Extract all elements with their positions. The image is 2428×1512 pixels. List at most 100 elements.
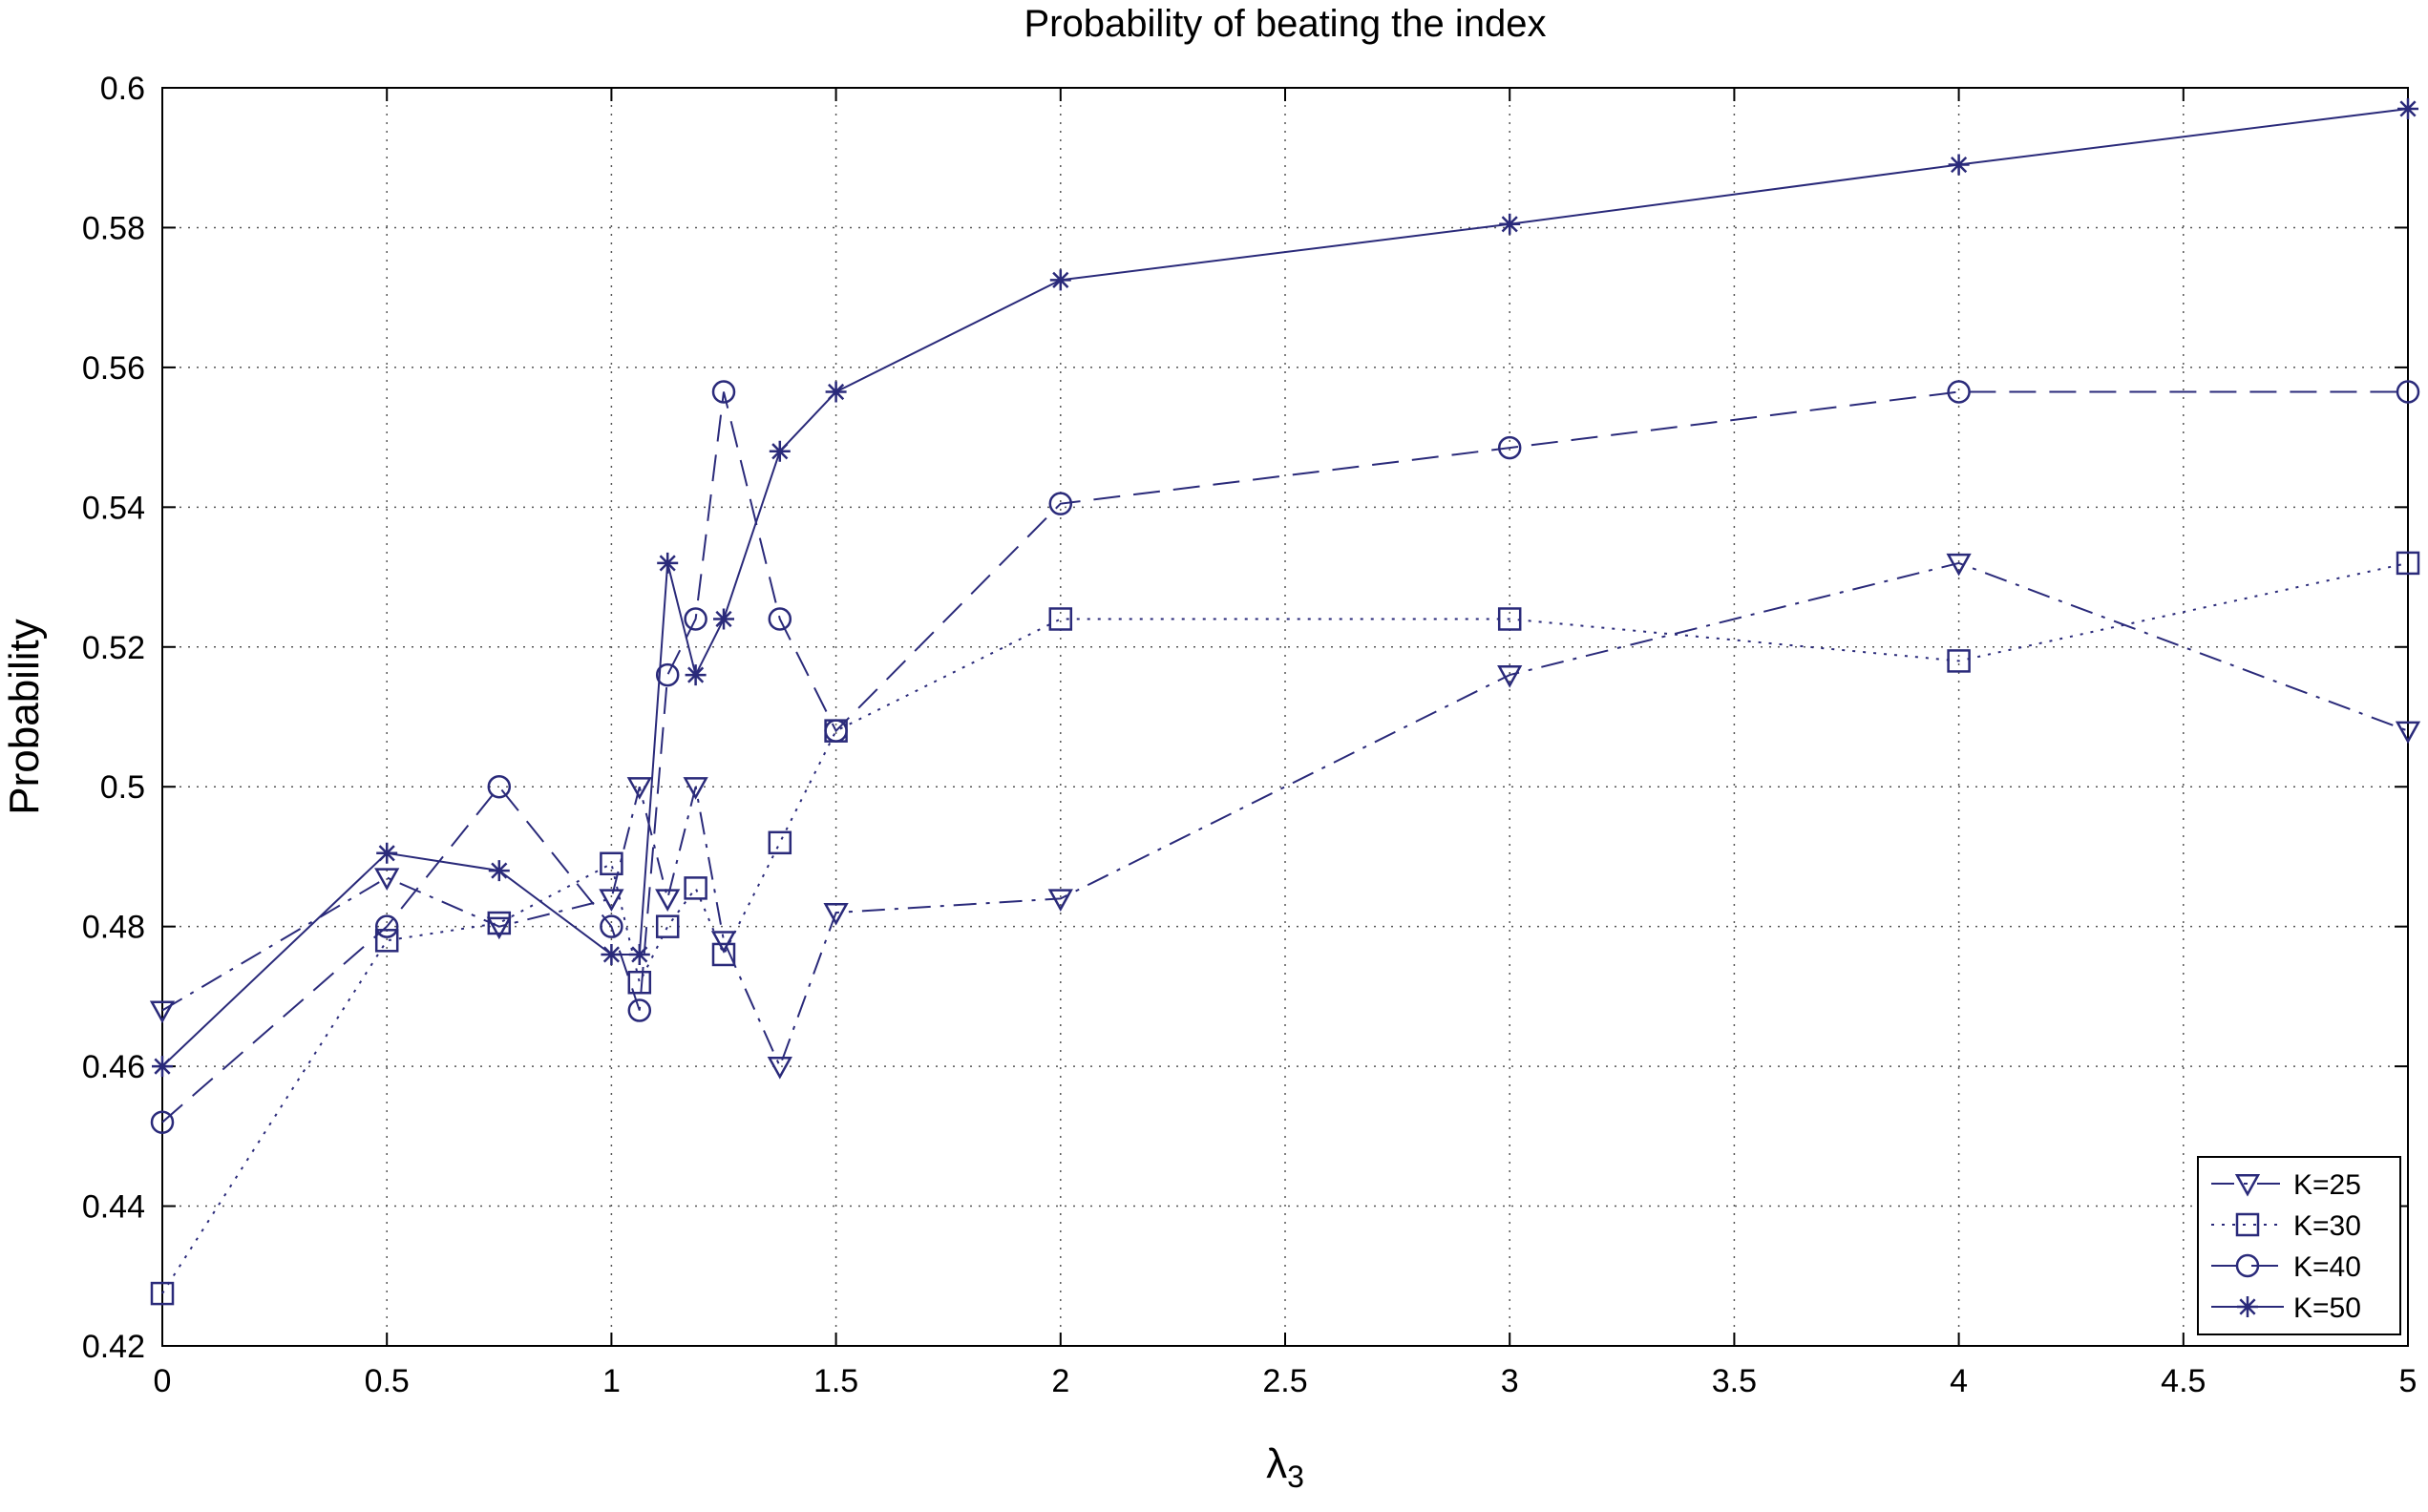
- x-tick-label: 3.5: [1712, 1363, 1757, 1399]
- series-k-25: [149, 553, 2421, 1080]
- data-point: [1047, 889, 1073, 912]
- y-tick-label: 0.6: [100, 71, 145, 107]
- x-tick-label: 4: [1950, 1363, 1968, 1399]
- data-point: [683, 777, 708, 800]
- x-tick-label: 2.5: [1262, 1363, 1307, 1399]
- x-tick-label: 3: [1501, 1363, 1519, 1399]
- y-tick-label: 0.5: [100, 769, 145, 806]
- data-point: [486, 916, 512, 940]
- data-point: [2396, 551, 2420, 576]
- data-point: [627, 998, 652, 1022]
- y-tick-label: 0.42: [82, 1329, 145, 1365]
- x-tick-label: 5: [2399, 1363, 2417, 1399]
- data-point: [1948, 154, 1970, 176]
- data-point: [655, 662, 680, 687]
- data-point: [488, 860, 510, 882]
- data-point: [2395, 721, 2421, 745]
- x-tick-label: 0.5: [365, 1363, 410, 1399]
- series-line: [161, 107, 2409, 1067]
- data-point: [150, 1281, 175, 1306]
- data-point: [713, 608, 734, 630]
- y-tick-label: 0.56: [82, 350, 145, 387]
- legend-marker: [2235, 1253, 2260, 1278]
- x-axis-label: λ3: [1266, 1440, 1304, 1494]
- legend-label: K=50: [2293, 1292, 2361, 1324]
- legend-marker: [2235, 1212, 2260, 1237]
- data-point: [628, 943, 650, 965]
- x-axis-label-subscript: 3: [1287, 1460, 1304, 1494]
- legend-marker: [2237, 1296, 2258, 1317]
- data-point: [601, 943, 623, 965]
- legend-label: K=25: [2293, 1169, 2361, 1201]
- x-tick-label: 0: [154, 1363, 172, 1399]
- data-point: [1049, 269, 1071, 291]
- data-point: [1499, 213, 1521, 235]
- legend-item: K=50: [2211, 1292, 2361, 1324]
- data-point: [152, 1056, 173, 1078]
- data-point: [825, 381, 847, 403]
- series-line: [161, 561, 2409, 1069]
- data-point: [487, 911, 512, 935]
- y-tick-label: 0.52: [82, 630, 145, 666]
- legend-item: K=40: [2211, 1251, 2361, 1283]
- legend-label: K=30: [2293, 1210, 2361, 1242]
- chart-title: Probability of beating the index: [1024, 3, 1546, 45]
- data-point: [685, 664, 707, 686]
- data-point: [657, 552, 679, 574]
- data-point: [627, 970, 652, 995]
- data-point: [768, 830, 792, 855]
- series-line: [161, 561, 2409, 1294]
- data-point: [655, 889, 681, 912]
- y-tick-label: 0.44: [82, 1189, 145, 1226]
- data-point: [684, 607, 707, 631]
- data-point: [1048, 492, 1073, 515]
- data-point: [600, 914, 623, 938]
- data-point: [2397, 97, 2418, 119]
- data-point: [1947, 380, 1971, 404]
- x-tick-label: 1.5: [813, 1363, 858, 1399]
- data-point: [711, 380, 736, 404]
- data-point: [149, 1000, 176, 1024]
- x-tick-label: 4.5: [2161, 1363, 2206, 1399]
- data-point: [150, 1110, 175, 1134]
- legend-box: [2197, 1156, 2401, 1335]
- data-point: [1497, 607, 1522, 631]
- data-point: [711, 942, 736, 967]
- data-point: [374, 929, 399, 953]
- series-k-50: [152, 97, 2418, 1078]
- data-point: [769, 440, 791, 462]
- data-point: [823, 902, 849, 926]
- data-point: [599, 889, 624, 912]
- legend-marker: [2234, 1173, 2261, 1197]
- data-point: [2396, 380, 2420, 404]
- data-point: [1497, 665, 1523, 688]
- x-tick-label: 1: [602, 1363, 621, 1399]
- axis-ticks: 0 0.5 1 1.5 2 2.5 3 3.5 4 4.5 5 0.42 0.44 0.46 0.48 0.5…: [82, 71, 2417, 1399]
- series-layer: [149, 97, 2421, 1306]
- data-point: [600, 851, 623, 876]
- data-point: [767, 1057, 792, 1080]
- data-point: [374, 868, 400, 891]
- legend-item: K=30: [2211, 1210, 2361, 1242]
- legend-item: K=25: [2211, 1169, 2361, 1201]
- grid: [161, 87, 2409, 1347]
- series-k-30: [150, 551, 2420, 1306]
- data-point: [376, 842, 398, 864]
- data-point: [1947, 649, 1971, 673]
- data-point: [626, 777, 652, 800]
- y-tick-label: 0.58: [82, 210, 145, 246]
- data-point: [710, 931, 737, 954]
- x-tick-label: 2: [1051, 1363, 1069, 1399]
- data-point: [487, 774, 512, 799]
- data-point: [1946, 553, 1972, 577]
- y-axis-label: Probability: [1, 619, 48, 814]
- y-tick-label: 0.46: [82, 1049, 145, 1085]
- x-axis-label-symbol: λ: [1266, 1440, 1287, 1487]
- legend: K=25 K=30 K=40 K=50: [2197, 1156, 2401, 1335]
- data-point: [374, 914, 399, 938]
- data-point: [1048, 607, 1073, 631]
- data-point: [684, 876, 707, 900]
- series-k-40: [150, 380, 2420, 1134]
- y-tick-label: 0.48: [82, 910, 145, 946]
